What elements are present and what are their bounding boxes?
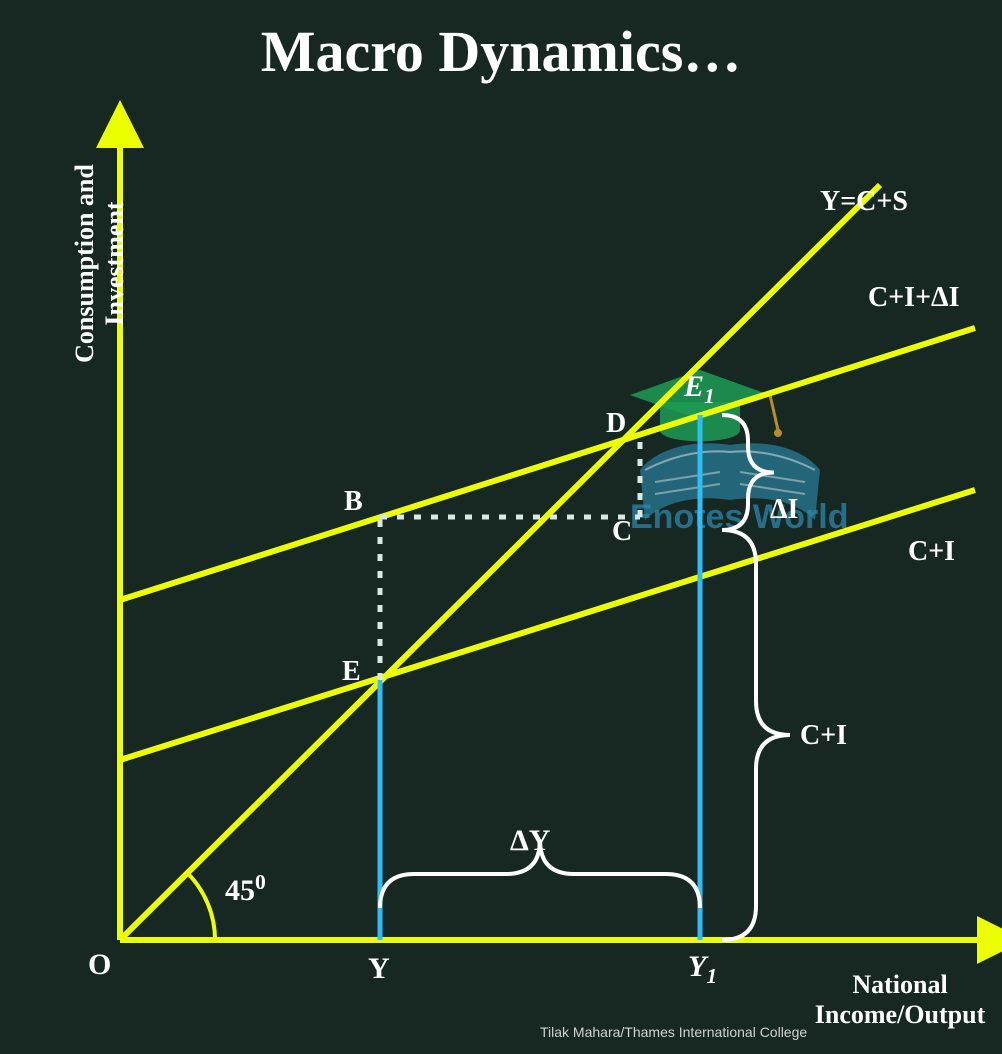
y-axis-label: Consumption and Investment (40, 120, 130, 420)
point-b-label: B (344, 486, 363, 518)
line-45-end-label: Y=C+S (820, 186, 908, 218)
delta-y-label: ΔY (510, 824, 550, 858)
diagram-svg: Enotes World (0, 0, 1002, 1054)
point-e-label: E (342, 656, 361, 688)
x-axis-label: National Income/Output (800, 970, 1000, 1030)
origin-label: O (88, 948, 111, 982)
brace-c-plus-i (722, 530, 790, 940)
x-tick-y1-label: Y1 (688, 950, 717, 989)
macro-dynamics-diagram: { "title": "Macro Dynamics…", "title_fon… (0, 0, 1002, 1054)
point-d-label: D (606, 408, 626, 440)
point-c-label: C (612, 516, 632, 548)
line-c-plus-i-plus-di (120, 328, 975, 600)
x-tick-y-label: Y (368, 952, 390, 986)
line-cidi-end-label: C+I+ΔI (868, 282, 959, 314)
line-ci-end-label: C+I (908, 536, 955, 568)
point-e1-label: E1 (684, 370, 715, 409)
chart-title: Macro Dynamics… (0, 18, 1002, 85)
watermark-text: Enotes World (630, 498, 849, 536)
brace-ci-label: C+I (800, 720, 847, 752)
angle-arc (187, 873, 215, 940)
delta-i-label: ΔI (770, 494, 798, 526)
angle-45-label: 450 (225, 870, 266, 908)
credit-text: Tilak Mahara/Thames International Colleg… (540, 1024, 807, 1040)
